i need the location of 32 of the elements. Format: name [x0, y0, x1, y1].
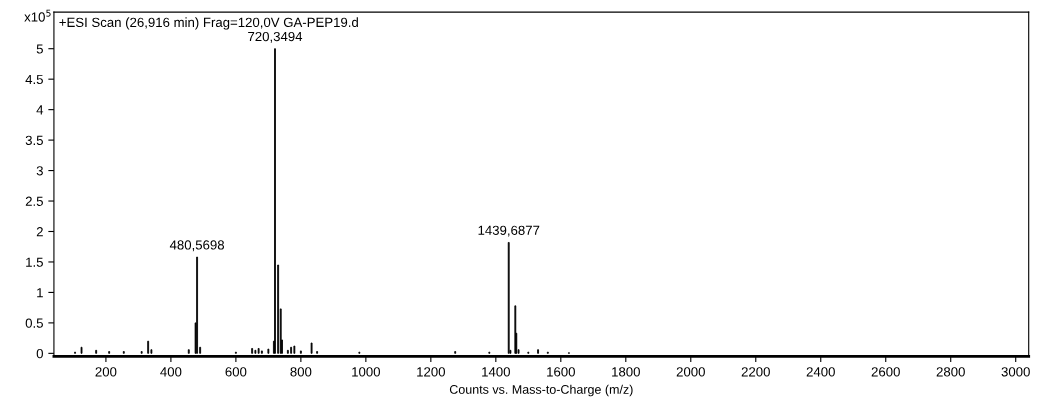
y-tick-label: 4.5	[25, 74, 43, 85]
x-tick-label: 1400	[482, 367, 510, 377]
x-tick-label: 1800	[612, 367, 640, 377]
data-label: 480,5698	[169, 240, 225, 252]
x-tick-label: 200	[95, 367, 117, 377]
data-label: 1439,6877	[478, 225, 540, 237]
y-tick-label: 2.5	[25, 196, 43, 206]
x-tick-label: 2400	[806, 367, 835, 377]
x-tick-label: 600	[225, 367, 247, 377]
y-tick-label: 1.5	[26, 257, 43, 267]
x-tick-label: 800	[290, 367, 312, 377]
x-tick-label: 2000	[676, 367, 705, 377]
x-tick-label: 3000	[1001, 367, 1030, 377]
x-tick-label: 1600	[547, 367, 575, 377]
chart-title: +ESI Scan (26,916 min) Frag=120,0V GA-PEP19.d	[59, 17, 358, 30]
data-label: 720,3494	[248, 31, 303, 43]
y-tick-label: 3.5	[25, 135, 43, 146]
y-tick-label: 5	[36, 44, 43, 54]
x-tick-label: 1000	[352, 367, 381, 377]
y-tick-label: 1	[37, 288, 43, 298]
y-tick-label: 4	[36, 105, 44, 115]
x-axis-title: Counts vs. Mass-to-Charge (m/z)	[449, 384, 633, 397]
x-tick-label: 1200	[417, 367, 445, 377]
x-tick-label: 400	[160, 367, 182, 377]
y-axis-title: x10$^{5}$	[24, 9, 51, 22]
y-tick-label: 3	[36, 166, 43, 176]
y-tick-label: 0	[36, 348, 43, 359]
x-tick-label: 2200	[741, 367, 770, 377]
y-tick-label: 2	[36, 227, 43, 237]
y-tick-label: 0.5	[25, 318, 43, 328]
x-tick-label: 2600	[871, 367, 900, 377]
x-tick-label: 2800	[936, 367, 965, 377]
